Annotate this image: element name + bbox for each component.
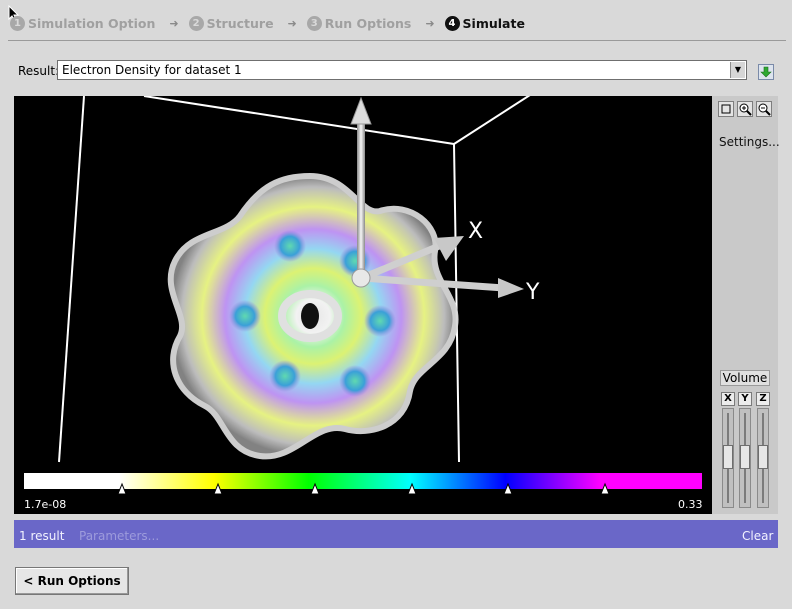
volume-viewer[interactable]: X Y 1.7e-08 0.33 [14, 96, 712, 514]
slider-thumb[interactable] [723, 445, 733, 469]
reset-view-icon[interactable] [718, 101, 734, 117]
colorbar-min: 1.7e-08 [24, 498, 66, 511]
step-label: Structure [206, 15, 274, 31]
volume-z-button[interactable]: Z [756, 392, 770, 406]
results-bar [14, 520, 778, 548]
wizard-step-simulate[interactable]: 4 Simulate [444, 15, 525, 31]
wizard-step-simulation-option[interactable]: 1 Simulation Option [10, 15, 156, 31]
step-label: Simulation Option [28, 15, 156, 31]
result-label: Result: [18, 64, 60, 78]
volume-toggle[interactable]: Volume [720, 370, 770, 386]
volume-x-slider[interactable] [722, 408, 734, 508]
volume-x-button[interactable]: X [721, 392, 735, 406]
back-run-options-button[interactable]: < Run Options [15, 567, 129, 595]
colorbar-ticks [117, 482, 610, 495]
bounding-box [58, 96, 531, 463]
divider [8, 40, 786, 41]
step-label: Run Options [324, 15, 412, 31]
step-number: 3 [306, 15, 322, 31]
wizard-step-structure[interactable]: 2 Structure [188, 15, 274, 31]
x-axis-label: X [468, 219, 483, 244]
coordinate-axes: X Y [350, 96, 540, 305]
colorbar-max: 0.33 [678, 498, 703, 511]
zoom-in-icon[interactable] [737, 101, 753, 117]
step-label: Simulate [462, 15, 525, 31]
volume-y-button[interactable]: Y [738, 392, 752, 406]
step-arrow-icon: ➜ [287, 16, 297, 30]
result-select[interactable]: Electron Density for dataset 1 ▼ [57, 60, 747, 80]
slider-thumb[interactable] [758, 445, 768, 469]
chevron-down-icon[interactable]: ▼ [730, 62, 745, 78]
results-count: 1 result [19, 529, 65, 543]
zoom-out-icon[interactable] [756, 101, 772, 117]
electron-density-isosurface [167, 172, 459, 460]
step-number: 1 [10, 15, 25, 31]
step-number: 2 [188, 15, 204, 31]
colorbar [24, 473, 702, 489]
parameters-link[interactable]: Parameters... [79, 529, 160, 543]
step-number: 4 [444, 15, 460, 31]
download-icon[interactable] [758, 64, 774, 80]
settings-link[interactable]: Settings... [719, 135, 780, 149]
viewer-canvas: X Y 1.7e-08 0.33 [24, 96, 703, 511]
wizard-step-run-options[interactable]: 3 Run Options [306, 15, 412, 31]
step-arrow-icon: ➜ [169, 16, 179, 30]
wizard-steps: 1 Simulation Option ➜ 2 Structure ➜ 3 Ru… [10, 10, 531, 36]
step-arrow-icon: ➜ [425, 16, 435, 30]
volume-y-slider[interactable] [739, 408, 751, 508]
y-axis-label: Y [525, 280, 540, 305]
result-select-value: Electron Density for dataset 1 [62, 63, 242, 77]
slider-thumb[interactable] [740, 445, 750, 469]
volume-z-slider[interactable] [757, 408, 769, 508]
clear-link[interactable]: Clear [742, 529, 774, 543]
